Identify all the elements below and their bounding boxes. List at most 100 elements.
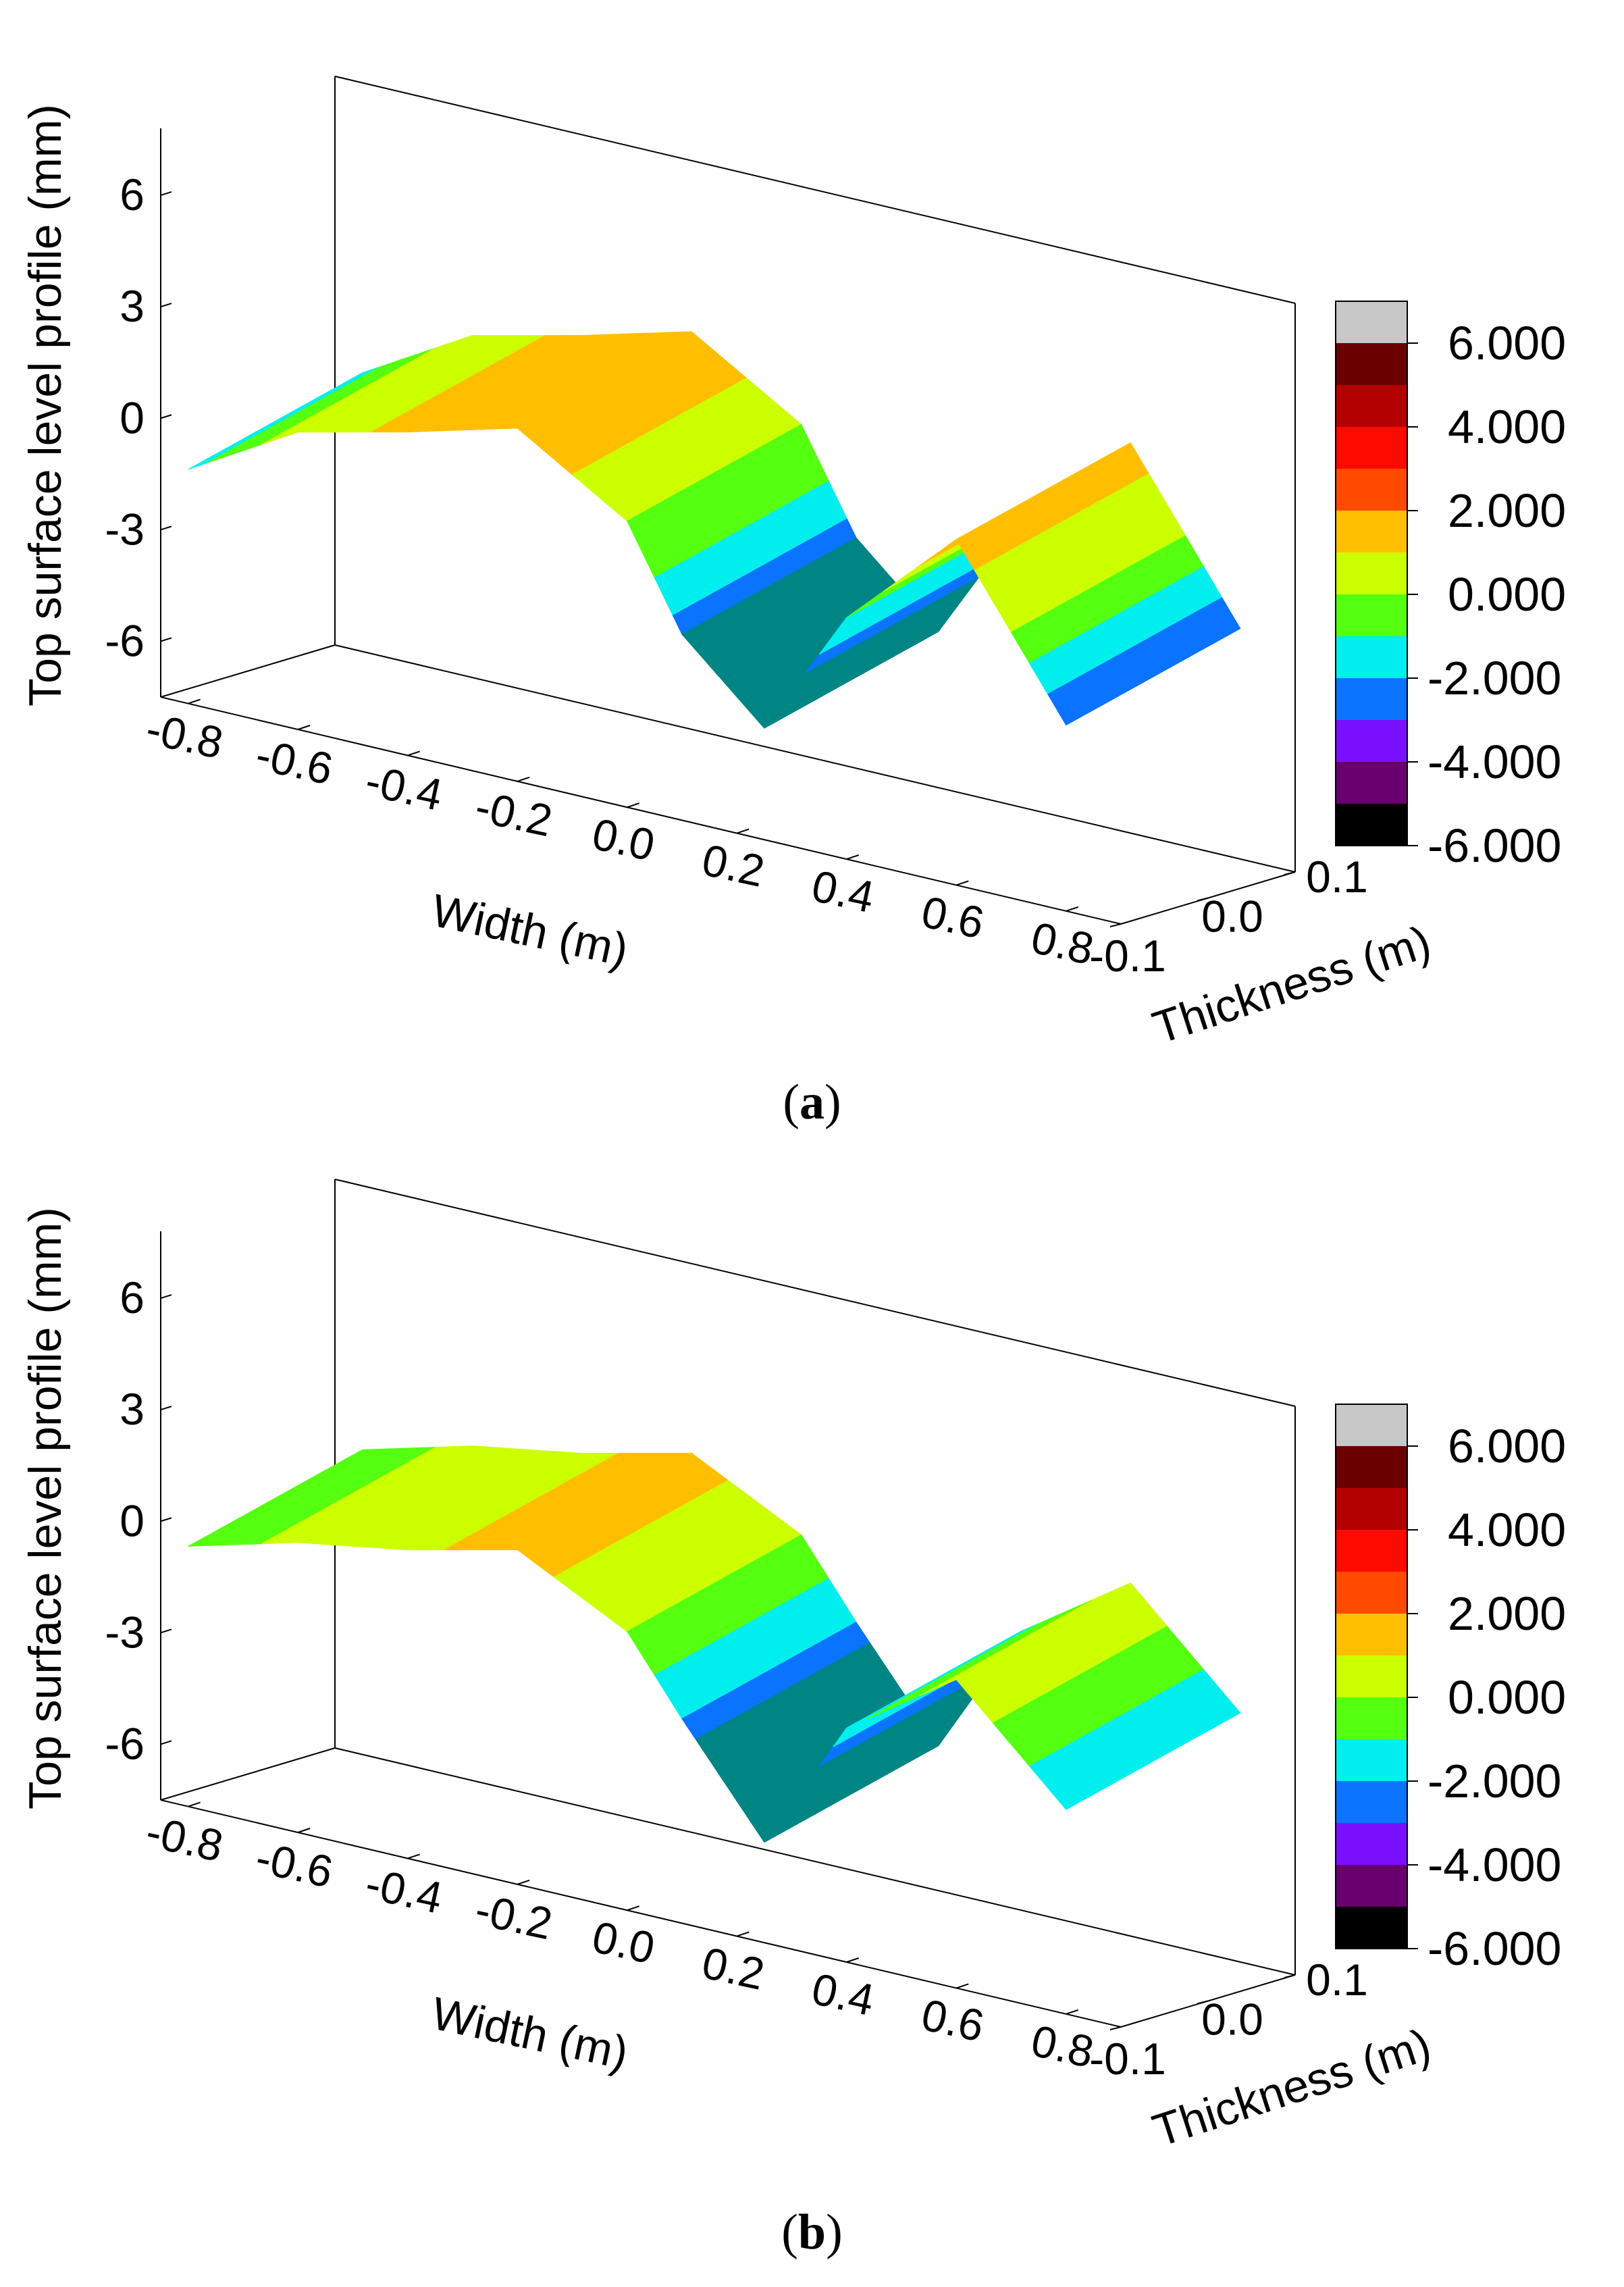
z-tick-label: 0 [120,1495,145,1545]
thickness-tick [1109,923,1122,927]
width-axis-title: Width (m) [427,1988,633,2080]
thickness-tick-label: 0.0 [1201,892,1263,942]
width-axis-line [160,1799,1122,2028]
caption-b: (b) [781,2205,843,2260]
surface-patch [1047,597,1241,726]
z-tick-label: -6 [105,615,145,665]
width-tick [736,828,750,834]
width-tick-label: 0.2 [698,1937,768,1999]
width-tick [407,1853,420,1859]
z-tick [160,1294,172,1300]
width-tick-label: -0.2 [471,781,557,846]
width-tick-label: 0.8 [1027,913,1098,974]
back-top-edge [334,76,1296,304]
z-tick [160,191,172,197]
colorbar-label: 6.000 [1448,317,1566,369]
colorbar-band [1336,678,1407,720]
width-tick-label: -0.4 [361,755,447,820]
colorbar-band [1336,1404,1407,1446]
width-tick [955,1983,969,1989]
width-tick-label: -0.6 [252,729,338,794]
width-tick [627,802,640,808]
colorbar-band [1336,1823,1407,1865]
z-tick-label: 6 [120,170,145,220]
colorbar-band [1336,343,1407,385]
colorbar-band [1336,804,1407,846]
colorbar-band [1336,511,1407,553]
colorbar-band [1336,1739,1407,1781]
colorbar-label: 4.000 [1448,1504,1566,1556]
left-depth-edge [160,1747,336,1801]
width-tick-label: -0.8 [142,703,228,768]
z-tick-label: 3 [120,1384,145,1434]
colorbar-band [1336,427,1407,469]
width-tick-label: 0.4 [808,1963,879,2025]
colorbar-label: 2.000 [1448,484,1566,537]
thickness-tick-label: 0.0 [1201,1995,1263,2045]
colorbar-band [1336,720,1407,762]
z-axis-title: Top surface level profile (mm) [20,1207,71,1809]
colorbar-band [1336,1907,1407,1949]
z-tick-label: -6 [105,1718,145,1768]
thickness-tick [1197,897,1209,902]
z-tick-label: -3 [105,1607,145,1657]
width-tick [188,1801,201,1807]
chart-b-svg: 6 3 0 -3 -6 -0.8 -0.6 -0.4 -0.2 0.0 0.2 0.4 0.6 0.8-0… [20,1179,1566,2157]
colorbar-band [1336,469,1407,511]
width-tick [1066,2009,1079,2015]
width-tick [297,1828,311,1833]
back-bottom-edge [334,1747,1296,1976]
thickness-tick [1284,1974,1296,1978]
width-tick-label: 0.4 [808,860,879,922]
width-tick-label: -0.2 [471,1884,557,1949]
thickness-tick-label: 0.1 [1306,852,1368,902]
colorbar-band [1336,1781,1407,1823]
width-tick-label: 0.0 [588,808,659,870]
colorbar-band [1336,385,1407,427]
colorbar-label: -2.000 [1427,1755,1561,1807]
thickness-tick [1284,871,1296,875]
thickness-axis-title: Thickness (m) [1147,2019,1437,2157]
z-tick-label: -3 [105,504,145,554]
back-bottom-edge [334,644,1296,873]
z-tick [160,414,172,419]
width-tick [846,1957,860,1963]
width-tick-label: -0.8 [142,1806,228,1871]
width-tick [846,854,860,860]
z-tick [160,303,172,308]
z-axis-title: Top surface level profile (mm) [20,104,71,706]
width-tick-label: -0.6 [252,1832,338,1897]
width-tick [407,750,420,756]
colorbar-band [1336,1530,1407,1572]
chart-a-svg: 6 3 0 -3 -6 -0.8 -0.6 -0.4 -0.2 0.0 0.2 0.4 0.6 0.8-0… [20,76,1566,1054]
colorbar-label: -6.000 [1427,819,1561,872]
width-tick [627,1905,640,1911]
thickness-tick-label: -0.1 [1089,2034,1166,2084]
thickness-tick-label: -0.1 [1089,931,1166,981]
z-tick [160,637,172,642]
z-tick-label: 6 [120,1273,145,1322]
colorbar-band [1336,1655,1407,1697]
colorbar-label: -2.000 [1427,652,1561,704]
left-depth-edge [160,644,336,698]
z-tick [160,525,172,531]
back-top-edge [334,1179,1296,1407]
width-tick-label: 0.6 [917,1989,988,2051]
width-tick-label: -0.4 [361,1858,447,1923]
colorbar-label: 0.000 [1448,568,1566,621]
caption-b-letter: b [797,2205,827,2260]
caption-a-letter: a [800,1075,824,1130]
colorbar-label: -4.000 [1427,1839,1561,1891]
thickness-tick [1109,2026,1122,2030]
surface-patch [1047,1691,1241,1810]
chart-panel-a: 6 3 0 -3 -6 -0.8 -0.6 -0.4 -0.2 0.0 0.2 0.4 0.6 0.8 -0… [20,76,1566,1130]
width-tick [1066,906,1079,912]
colorbar-band [1336,1572,1407,1614]
width-tick [188,698,201,704]
colorbar-band [1336,1488,1407,1530]
z-tick-label: 0 [120,392,145,442]
colorbar-band [1336,1446,1407,1488]
caption-a: (a) [783,1075,841,1130]
z-tick [160,1628,172,1634]
width-tick [955,880,969,886]
